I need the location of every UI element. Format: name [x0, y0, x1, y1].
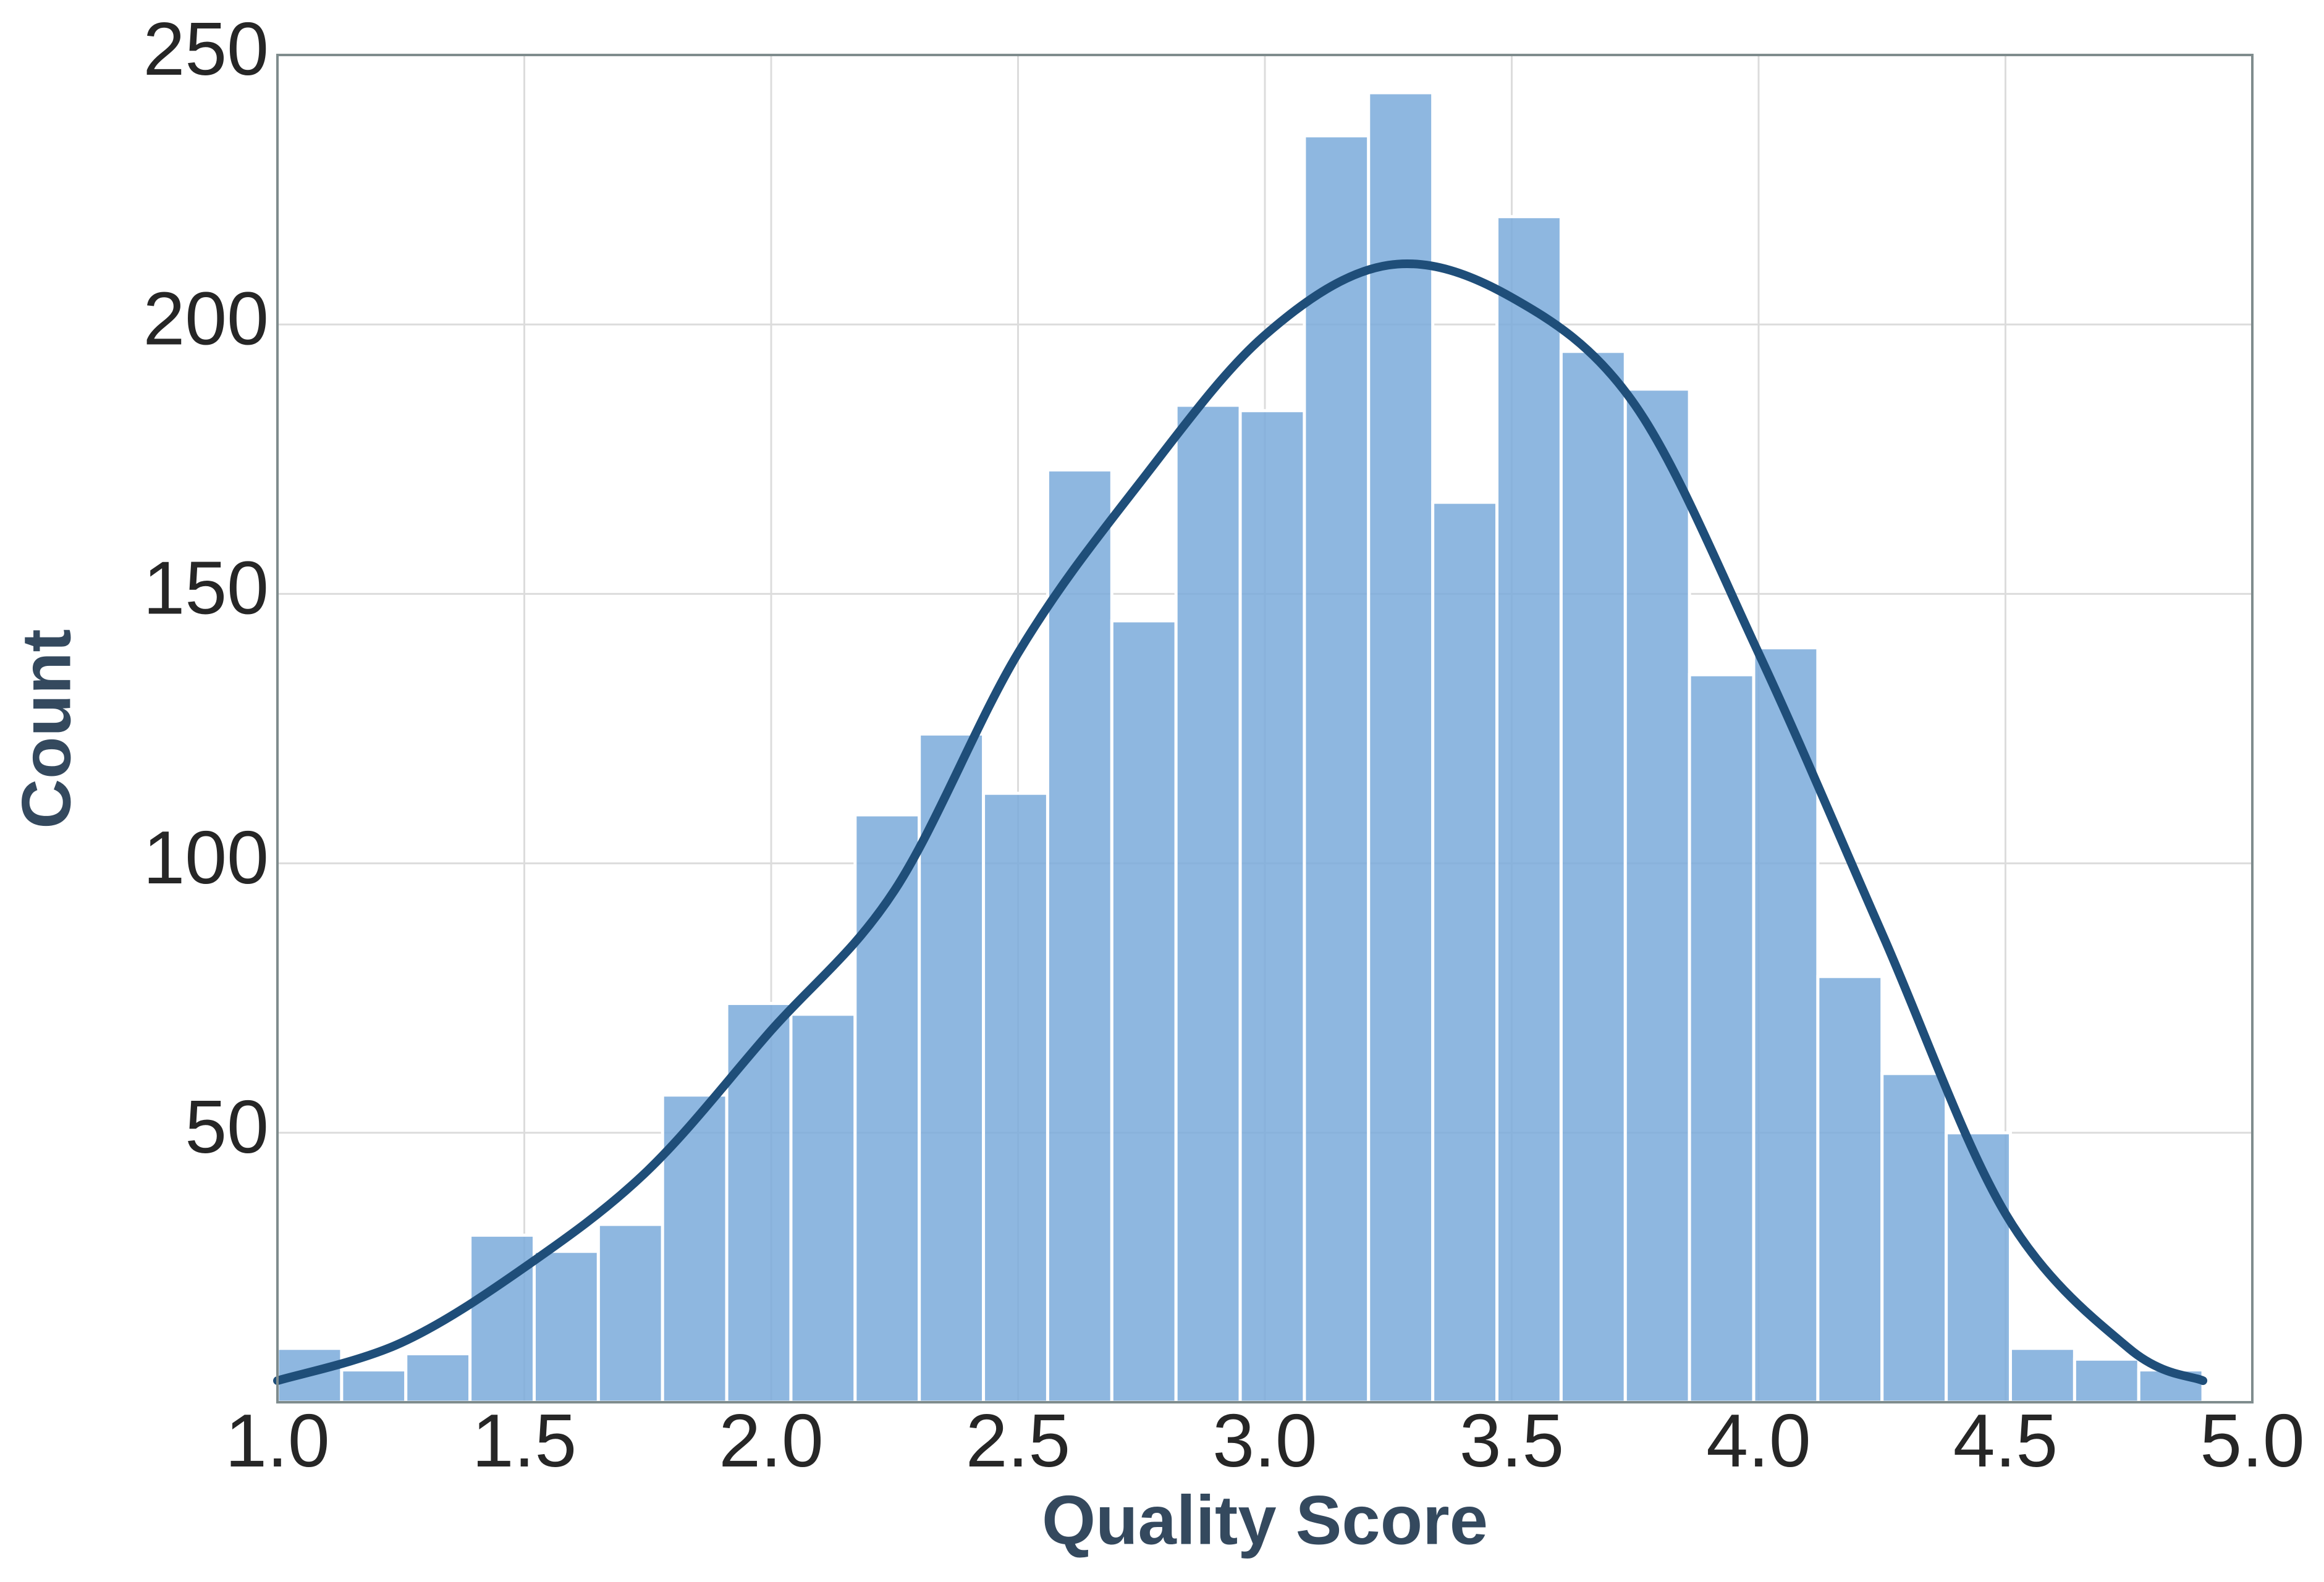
bar	[1174, 403, 1242, 1404]
y-tick-label: 200	[143, 276, 269, 360]
bar	[1623, 387, 1691, 1404]
x-tick-label: 2.0	[719, 1399, 824, 1483]
x-axis-label: Quality Score	[1042, 1482, 1488, 1559]
x-tick-label: 2.5	[966, 1399, 1071, 1483]
x-tick-label: 4.0	[1706, 1399, 1811, 1483]
bar	[1431, 500, 1499, 1404]
plot-frame	[276, 54, 2254, 1403]
x-tick-label: 1.0	[225, 1399, 330, 1483]
bar	[404, 1352, 472, 1404]
y-axis-label: Count	[8, 629, 85, 828]
bar	[1816, 975, 1884, 1404]
x-tick-label: 1.5	[472, 1399, 577, 1483]
bar	[982, 791, 1049, 1404]
x-tick-label: 3.5	[1460, 1399, 1565, 1483]
y-tick-label: 150	[143, 546, 269, 630]
bar	[1110, 619, 1178, 1404]
bar	[532, 1250, 600, 1404]
ticks: 1.0 1.5 2.0 2.5 3.0 3.5 4.0 4.5 5.0 50 100 150 200 25…	[143, 7, 2304, 1483]
bars	[276, 91, 2205, 1404]
bar	[1945, 1131, 2012, 1404]
y-tick-label: 100	[143, 815, 269, 899]
bar	[789, 1012, 857, 1404]
bar	[1688, 673, 1756, 1404]
bar	[1559, 350, 1627, 1404]
bar	[340, 1368, 408, 1404]
bar	[1238, 409, 1306, 1404]
x-tick-label: 5.0	[2200, 1399, 2305, 1483]
bar	[1303, 134, 1371, 1404]
bar	[1495, 215, 1563, 1404]
bar	[1880, 1072, 1948, 1404]
y-tick-label: 250	[143, 7, 269, 91]
x-tick-label: 3.0	[1212, 1399, 1317, 1483]
bar	[468, 1234, 536, 1404]
kde	[273, 259, 2208, 1386]
kde-line	[273, 259, 2208, 1386]
y-tick-label: 50	[185, 1085, 269, 1169]
bar	[725, 1001, 793, 1404]
bar	[1367, 91, 1435, 1404]
bar	[596, 1222, 664, 1404]
x-tick-label: 4.5	[1953, 1399, 2058, 1483]
bar	[2008, 1347, 2076, 1404]
bar	[2073, 1357, 2140, 1404]
bar	[1046, 468, 1113, 1404]
